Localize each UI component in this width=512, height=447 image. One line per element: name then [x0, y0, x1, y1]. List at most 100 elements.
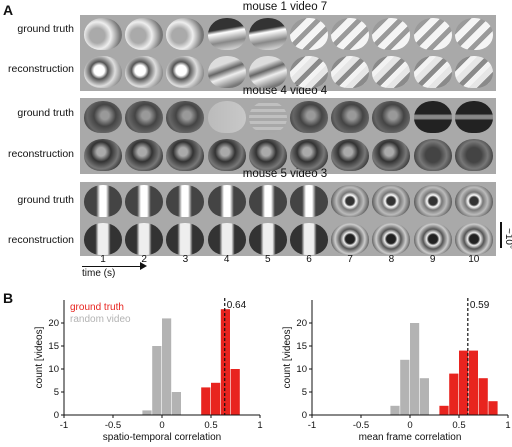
hist-bar-random-video	[162, 318, 172, 415]
hist-bar-ground-truth	[488, 401, 498, 415]
histograms: -1 -0.5 0 0.5 1 0 5 10 15 20 spatio-temporal corre…	[0, 292, 512, 443]
frame-number-label: 5	[265, 254, 271, 265]
time-arrow	[82, 266, 144, 267]
x-tick-label: 0.5	[452, 420, 465, 431]
video-frame-g3-gt-10	[454, 185, 493, 217]
frame-number-label: 10	[468, 254, 480, 265]
video-frame-g1-rec-10	[454, 56, 493, 88]
y-tick-label: 5	[302, 387, 307, 398]
video-frame-g2-rec-4	[207, 139, 246, 171]
y-tick-label: 0	[54, 410, 59, 421]
frame-number-label: 1	[100, 254, 106, 265]
video-frame-g2-rec-5	[248, 139, 287, 171]
row-label-gt-1: ground truth	[17, 23, 74, 35]
video-frame-g3-rec-6	[290, 223, 328, 255]
video-frame-g2-gt-7	[331, 101, 370, 133]
video-frame-g1-gt-1	[84, 18, 122, 50]
video-frame-g1-rec-2	[125, 56, 164, 88]
video-frame-g1-gt-10	[454, 18, 493, 50]
y-tick-label: 10	[296, 364, 307, 375]
hist-bar-random-video	[410, 323, 420, 415]
hist-bar-ground-truth	[468, 350, 478, 415]
hist-bar-random-video	[400, 359, 410, 415]
video-frame-g3-gt-3	[166, 185, 205, 217]
video-frame-g2-rec-1	[84, 139, 122, 171]
row-label-gt-2: ground truth	[17, 107, 74, 119]
video-frame-g2-rec-7	[331, 139, 370, 171]
video-frame-g2-rec-9	[413, 139, 452, 171]
x-tick-label: 0	[159, 420, 164, 431]
row-label-gt-3: ground truth	[17, 194, 74, 206]
video-frame-g2-gt-9	[413, 101, 452, 133]
x-tick-label: -1	[60, 420, 68, 431]
video-frame-g2-rec-10	[454, 139, 493, 171]
video-frame-g2-gt-4	[207, 101, 246, 133]
x-tick-label: -0.5	[353, 420, 369, 431]
x-tick-label: 0.5	[204, 420, 217, 431]
video-frame-g2-gt-2	[125, 101, 164, 133]
video-frame-g3-rec-8	[372, 223, 411, 255]
video-frame-g2-rec-6	[290, 139, 328, 171]
video-frame-g3-gt-4	[207, 185, 246, 217]
x-axis-label: spatio-temporal correlation	[103, 432, 221, 442]
video-frame-g2-gt-3	[166, 101, 205, 133]
legend-entry: ground truth	[70, 302, 124, 313]
hist-bar-random-video	[142, 410, 152, 415]
x-tick-label: -1	[308, 420, 316, 431]
video-frame-g3-gt-1	[84, 185, 122, 217]
video-frame-g3-rec-10	[454, 223, 493, 255]
video-frame-g1-gt-5	[248, 18, 287, 50]
frame-number-label: 6	[306, 254, 312, 265]
hist-bar-ground-truth	[211, 382, 221, 415]
group-title-1: mouse 1 video 7	[242, 1, 328, 13]
video-frame-g2-gt-6	[290, 101, 328, 133]
panel-b-letter: B	[3, 290, 14, 306]
video-frame-g3-gt-6	[290, 185, 328, 217]
hist-bar-ground-truth	[478, 378, 488, 415]
video-frame-g1-rec-1	[84, 56, 122, 88]
video-frame-g2-gt-8	[372, 101, 411, 133]
hist-bar-ground-truth	[439, 405, 449, 415]
video-frame-g1-rec-5	[248, 56, 287, 88]
video-frame-g1-rec-3	[166, 56, 205, 88]
hist-bar-random-video	[419, 378, 429, 415]
frame-number-label: 9	[429, 254, 436, 265]
mean-line-label: 0.64	[227, 300, 247, 311]
video-frame-g1-gt-8	[372, 18, 411, 50]
x-tick-label: 1	[257, 420, 262, 431]
time-arrow-head	[140, 262, 147, 270]
video-frame-g3-gt-2	[125, 185, 164, 217]
video-frame-g1-gt-3	[166, 18, 205, 50]
group-title-3: mouse 5 video 3	[242, 168, 328, 180]
video-frame-g1-gt-6	[290, 18, 328, 50]
y-axis-label: count [videos]	[282, 326, 293, 388]
frame-number-label: 2	[141, 254, 147, 265]
video-frame-g3-rec-2	[125, 223, 164, 255]
video-frame-g2-rec-3	[166, 139, 205, 171]
frame-number-label: 7	[347, 254, 353, 265]
video-frame-g3-rec-9	[413, 223, 452, 255]
video-frame-g1-gt-2	[125, 18, 164, 50]
legend-entry: random video	[70, 314, 131, 325]
video-frame-g1-gt-7	[331, 18, 370, 50]
hist-bar-ground-truth	[220, 309, 230, 415]
hist-bar-random-video	[171, 392, 181, 415]
video-frame-g3-rec-3	[166, 223, 205, 255]
video-frame-g3-gt-9	[413, 185, 452, 217]
row-label-rec-3: reconstruction	[8, 234, 74, 246]
hist-bar-ground-truth	[201, 387, 211, 415]
video-frame-g1-gt-4	[207, 18, 246, 50]
hist-bar-ground-truth	[230, 369, 240, 415]
x-axis-label: mean frame correlation	[359, 432, 462, 442]
row-label-rec-2: reconstruction	[8, 148, 74, 160]
video-frame-g1-rec-8	[372, 56, 411, 88]
video-frame-g3-rec-4	[207, 223, 246, 255]
frame-number-label: 8	[388, 254, 395, 265]
y-tick-label: 0	[302, 410, 307, 421]
hist-bar-random-video	[390, 405, 400, 415]
y-tick-label: 10	[48, 364, 59, 375]
x-tick-label: 0	[407, 420, 412, 431]
y-tick-label: 15	[48, 341, 59, 352]
frame-number-label: 4	[223, 254, 230, 265]
